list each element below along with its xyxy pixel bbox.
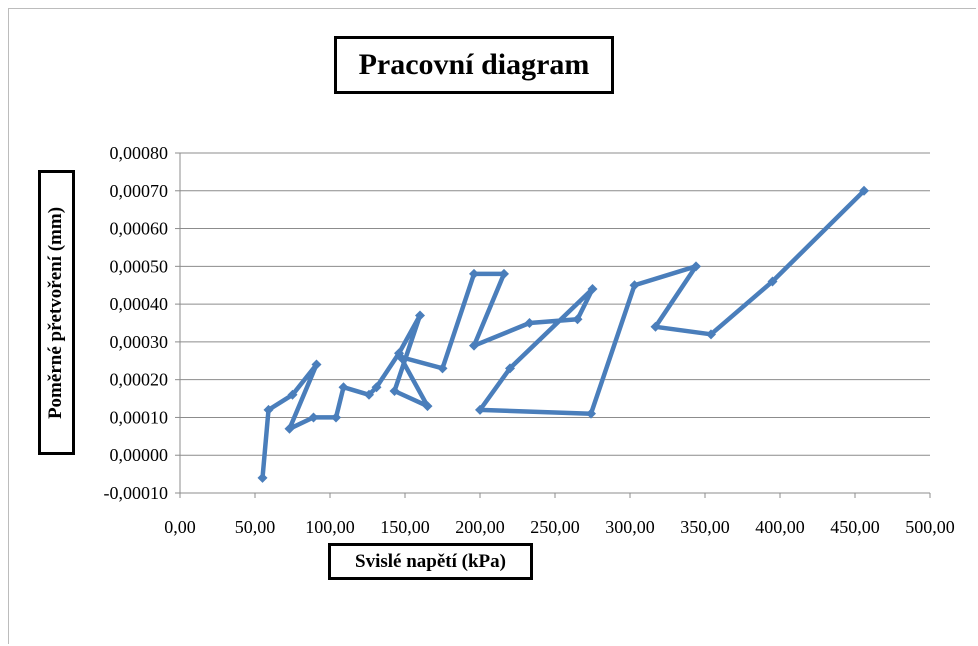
y-tick-label: 0,00040 [110,294,169,314]
data-point [263,404,274,415]
data-point [859,185,869,196]
data-point [415,310,425,321]
x-tick-label: 0,00 [164,517,196,537]
x-tick-label: 500,00 [905,517,955,537]
data-point [691,261,701,272]
x-tick-label: 400,00 [755,517,805,537]
y-tick-label: -0,00010 [104,483,169,503]
y-axis-label: Poměrné přetvoření (mm) [45,206,67,419]
data-point [524,318,535,328]
data-point [475,404,485,415]
data-point [371,382,382,393]
data-point [395,352,406,362]
x-tick-label: 250,00 [530,517,580,537]
data-point [650,321,661,332]
x-tick-label: 150,00 [380,517,430,537]
chart-title: Pracovní diagram [358,48,590,81]
data-point [331,412,341,423]
data-point [308,412,319,423]
data-point [284,423,295,434]
chart-title-box: Pracovní diagram [334,36,614,94]
data-point [706,329,716,340]
data-point [469,268,479,279]
data-point [767,276,778,287]
x-axis-label-box: Svislé napětí (kPa) [328,543,533,580]
data-point [587,284,598,294]
x-tick-label: 200,00 [455,517,505,537]
y-tick-label: 0,00000 [110,445,169,465]
y-tick-label: 0,00050 [110,256,169,276]
y-tick-label: 0,00070 [110,181,169,201]
data-point [469,340,479,351]
data-point [257,472,268,483]
y-tick-label: 0,00060 [110,219,169,239]
x-tick-label: 350,00 [680,517,730,537]
data-point [389,386,400,396]
data-point [422,401,433,412]
data-point [505,363,515,374]
x-tick-label: 100,00 [305,517,355,537]
data-point [287,389,298,400]
y-tick-label: 0,00080 [110,143,169,163]
data-point [572,314,583,325]
y-tick-label: 0,00030 [110,332,169,352]
data-point [338,382,349,393]
data-point [499,268,509,279]
data-point [364,389,374,400]
x-tick-label: 50,00 [235,517,276,537]
data-point [586,408,596,419]
y-axis-label-box: Poměrné přetvoření (mm) [38,170,75,455]
y-tick-label: 0,00020 [110,370,169,390]
x-tick-label: 450,00 [830,517,880,537]
chart-frame [8,8,976,644]
series-line [260,188,867,481]
data-point [437,363,448,374]
x-tick-label: 300,00 [605,517,655,537]
x-axis-label: Svislé napětí (kPa) [355,550,506,572]
data-point [629,280,640,291]
y-tick-label: 0,00010 [110,407,169,427]
data-point [311,359,322,370]
